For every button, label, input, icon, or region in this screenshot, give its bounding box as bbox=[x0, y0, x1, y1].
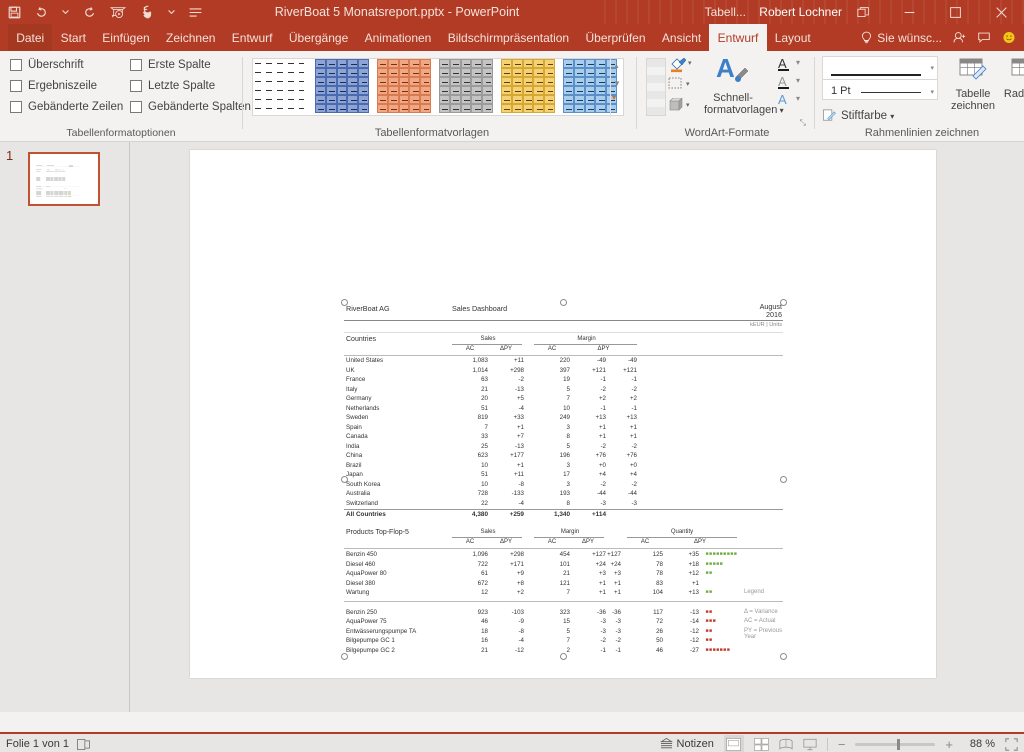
svg-text:A: A bbox=[778, 57, 787, 71]
svg-text:A: A bbox=[716, 55, 735, 83]
svg-text:A: A bbox=[778, 75, 787, 89]
svg-text:A: A bbox=[778, 93, 787, 107]
